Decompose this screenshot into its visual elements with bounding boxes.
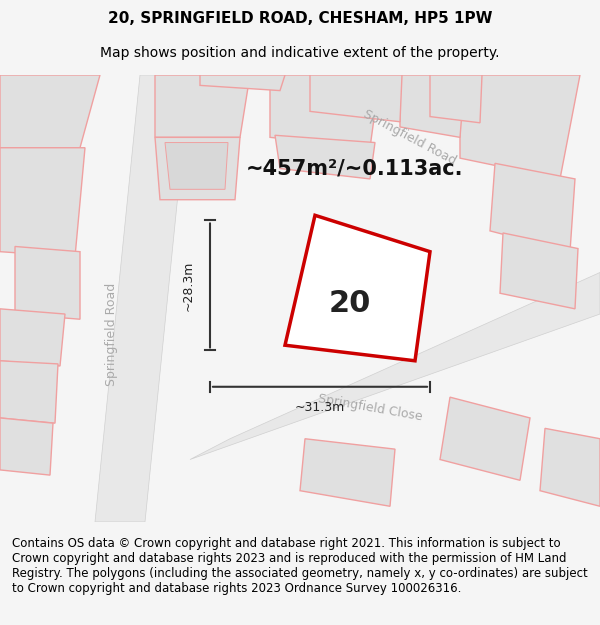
Polygon shape	[540, 428, 600, 506]
Polygon shape	[200, 75, 285, 91]
Polygon shape	[440, 397, 530, 480]
Text: 20, SPRINGFIELD ROAD, CHESHAM, HP5 1PW: 20, SPRINGFIELD ROAD, CHESHAM, HP5 1PW	[108, 11, 492, 26]
Polygon shape	[490, 163, 575, 252]
Text: Springfield Close: Springfield Close	[317, 392, 423, 423]
Polygon shape	[155, 138, 240, 200]
Polygon shape	[285, 215, 430, 361]
Text: Map shows position and indicative extent of the property.: Map shows position and indicative extent…	[100, 46, 500, 59]
Polygon shape	[430, 75, 482, 122]
Text: ~457m²/~0.113ac.: ~457m²/~0.113ac.	[246, 159, 464, 179]
Polygon shape	[190, 272, 600, 459]
Polygon shape	[15, 246, 80, 319]
Text: 20: 20	[329, 289, 371, 318]
Polygon shape	[0, 418, 53, 475]
Text: Contains OS data © Crown copyright and database right 2021. This information is : Contains OS data © Crown copyright and d…	[12, 538, 588, 596]
Text: ~28.3m: ~28.3m	[182, 260, 194, 311]
Polygon shape	[310, 75, 402, 122]
Polygon shape	[300, 439, 395, 506]
Polygon shape	[270, 75, 380, 148]
Polygon shape	[165, 142, 228, 189]
Polygon shape	[0, 148, 85, 257]
Polygon shape	[500, 233, 578, 309]
Text: ~31.3m: ~31.3m	[295, 401, 345, 414]
Polygon shape	[0, 75, 100, 148]
Polygon shape	[95, 75, 190, 522]
Polygon shape	[460, 75, 580, 179]
Polygon shape	[275, 135, 375, 179]
Polygon shape	[400, 75, 465, 138]
Polygon shape	[0, 361, 58, 423]
Polygon shape	[0, 309, 65, 366]
Polygon shape	[302, 243, 402, 337]
Text: Springfield Road: Springfield Road	[106, 283, 119, 386]
Text: Springfield Road: Springfield Road	[361, 107, 458, 168]
Polygon shape	[155, 75, 250, 138]
